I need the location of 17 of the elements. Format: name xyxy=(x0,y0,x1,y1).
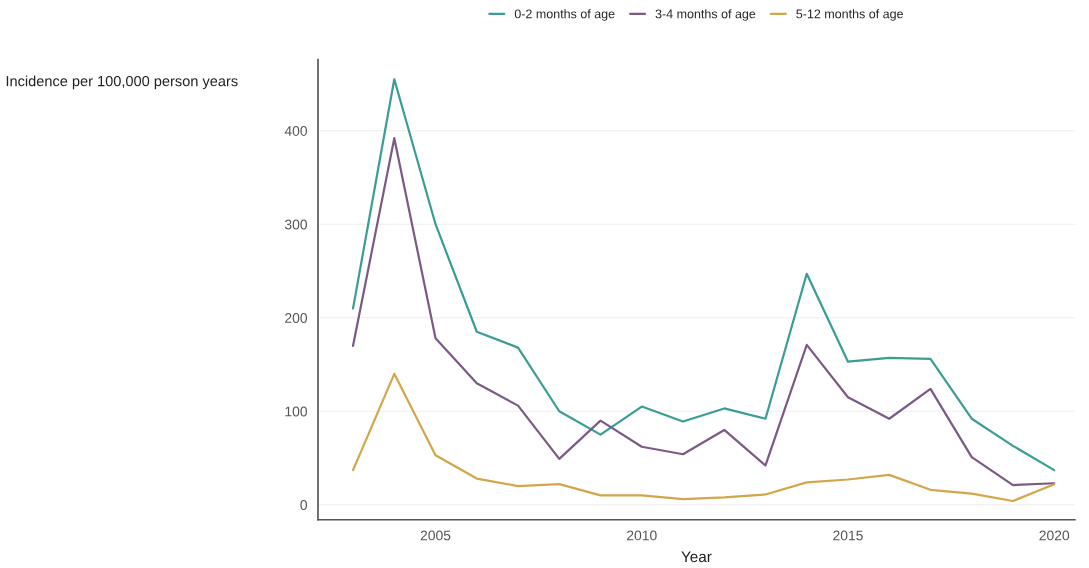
x-tick-label: 2005 xyxy=(420,530,451,541)
x-tick-label: 2015 xyxy=(833,530,863,541)
x-axis-title: Year xyxy=(681,551,712,563)
legend-label: 0-2 months of age xyxy=(514,9,615,21)
line-series xyxy=(351,78,1056,472)
legend-label: 3-4 months of age xyxy=(655,9,756,21)
legend-label: 5-12 months of age xyxy=(796,9,903,21)
x-tick-label: 2020 xyxy=(1039,530,1070,541)
y-tick-label: 200 xyxy=(285,313,308,323)
y-axis-title: Incidence per 100,000 person years xyxy=(6,75,238,90)
y-tick-label: 0 xyxy=(300,500,308,510)
x-tick-label: 2010 xyxy=(627,530,657,541)
y-tick-label: 400 xyxy=(284,126,308,136)
y-tick-label: 100 xyxy=(285,406,308,417)
line-series xyxy=(351,372,1056,503)
line-series xyxy=(351,137,1056,487)
y-tick-label: 300 xyxy=(284,219,308,230)
